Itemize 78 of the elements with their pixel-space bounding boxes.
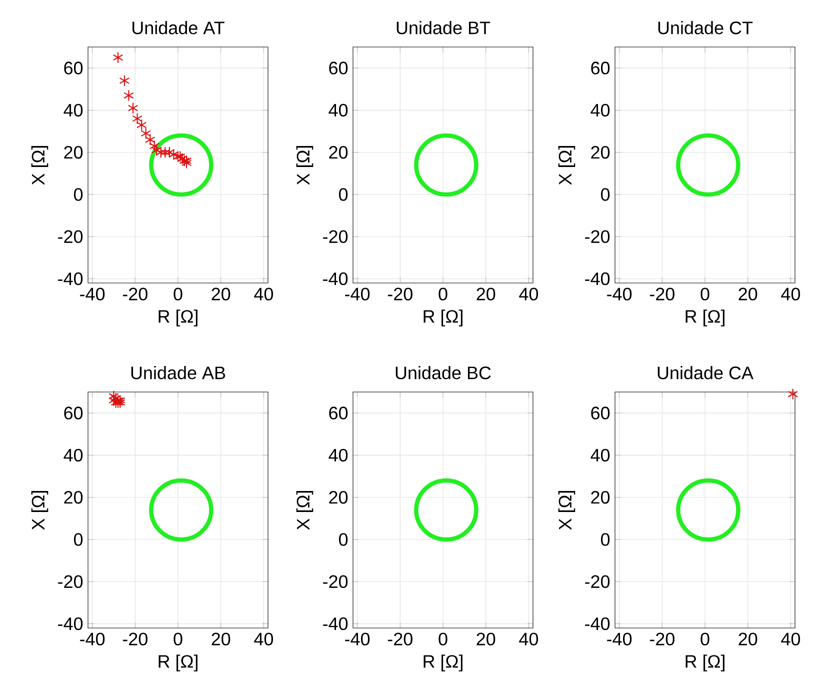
y-tick-label: 20 [64, 490, 83, 504]
y-tick-label: 20 [64, 146, 83, 159]
y-tick-label: -20 [323, 230, 348, 243]
x-tick-label: 0 [174, 288, 182, 300]
x-tick-label: 20 [476, 632, 496, 646]
x-tick-label: 40 [519, 632, 538, 646]
x-axis-title: R [Ω] [424, 310, 462, 326]
x-tick-label: 20 [212, 288, 230, 300]
y-axis-title: X [Ω] [296, 491, 314, 530]
y-axis-title: X [Ω] [31, 146, 48, 185]
y-tick-label: 20 [329, 146, 348, 159]
y-axis-title: X [Ω] [558, 491, 576, 530]
y-tick-label: 40 [64, 448, 83, 462]
chart-title: Unidade BT [396, 21, 490, 34]
x-tick-label: 40 [781, 632, 800, 646]
y-tick-label: -20 [585, 575, 610, 588]
y-tick-label: 60 [329, 406, 348, 420]
y-tick-label: -40 [58, 272, 83, 286]
y-tick-label: 60 [591, 406, 610, 420]
x-tick-label: 40 [781, 288, 800, 300]
y-tick-label: 0 [338, 533, 348, 546]
y-tick-label: -40 [585, 272, 610, 286]
x-tick-label: 0 [438, 288, 448, 300]
chart-title: Unidade CA [658, 366, 754, 380]
x-tick-label: 0 [700, 632, 710, 646]
x-tick-label: 20 [738, 288, 758, 300]
y-tick-label: 20 [591, 146, 610, 159]
x-tick-label: -20 [122, 632, 148, 646]
y-axis-title: X [Ω] [296, 146, 314, 185]
y-tick-label: 40 [590, 104, 610, 117]
y-axis-title: X [Ω] [558, 146, 576, 185]
y-tick-label: -20 [585, 230, 610, 243]
x-tick-label: 40 [519, 288, 538, 300]
y-tick-label: -40 [323, 617, 348, 630]
y-tick-label: 40 [328, 104, 348, 117]
y-tick-label: 20 [329, 490, 348, 504]
x-tick-label: -20 [122, 288, 148, 300]
y-tick-label: 0 [74, 188, 83, 201]
x-axis-title: R [Ω] [686, 310, 724, 326]
x-tick-label: 20 [212, 632, 230, 646]
y-tick-label: 60 [329, 62, 348, 74]
y-tick-label: 60 [64, 406, 83, 420]
x-tick-label: 0 [174, 632, 182, 646]
y-tick-label: 40 [328, 448, 348, 462]
x-tick-label: 20 [738, 632, 758, 646]
y-tick-label: 0 [338, 188, 348, 201]
x-axis-title: R [Ω] [686, 654, 724, 672]
x-axis-title: R [Ω] [158, 310, 198, 326]
y-tick-label: -40 [58, 617, 83, 630]
x-tick-label: 40 [254, 288, 274, 300]
chart-title: Unidade BC [396, 366, 491, 380]
x-tick-label: 0 [438, 632, 448, 646]
x-tick-label: 40 [254, 632, 274, 646]
y-tick-label: -20 [58, 230, 83, 243]
x-tick-label: -20 [650, 632, 674, 646]
y-axis-title: X [Ω] [31, 491, 48, 530]
y-tick-label: -20 [323, 575, 348, 588]
y-tick-label: -40 [585, 617, 610, 630]
y-tick-label: 0 [74, 533, 83, 546]
x-tick-label: -20 [388, 632, 412, 646]
chart-title: Unidade AB [131, 366, 226, 380]
y-tick-label: -40 [323, 272, 348, 286]
x-tick-label: 20 [476, 288, 496, 300]
chart-title: Unidade CT [658, 21, 753, 34]
y-tick-label: 40 [590, 448, 610, 462]
chart-title: Unidade AT [132, 21, 224, 34]
y-tick-label: 0 [600, 533, 610, 546]
x-axis-title: R [Ω] [158, 654, 198, 672]
y-tick-label: 0 [600, 188, 610, 201]
y-tick-label: 20 [591, 490, 610, 504]
x-tick-label: 0 [700, 288, 710, 300]
y-tick-label: 60 [64, 62, 83, 74]
y-tick-label: -20 [58, 575, 83, 588]
x-tick-label: -20 [388, 288, 412, 300]
x-tick-label: -20 [650, 288, 674, 300]
y-tick-label: 40 [64, 104, 83, 117]
x-axis-title: R [Ω] [424, 654, 462, 672]
y-tick-label: 60 [591, 62, 610, 74]
